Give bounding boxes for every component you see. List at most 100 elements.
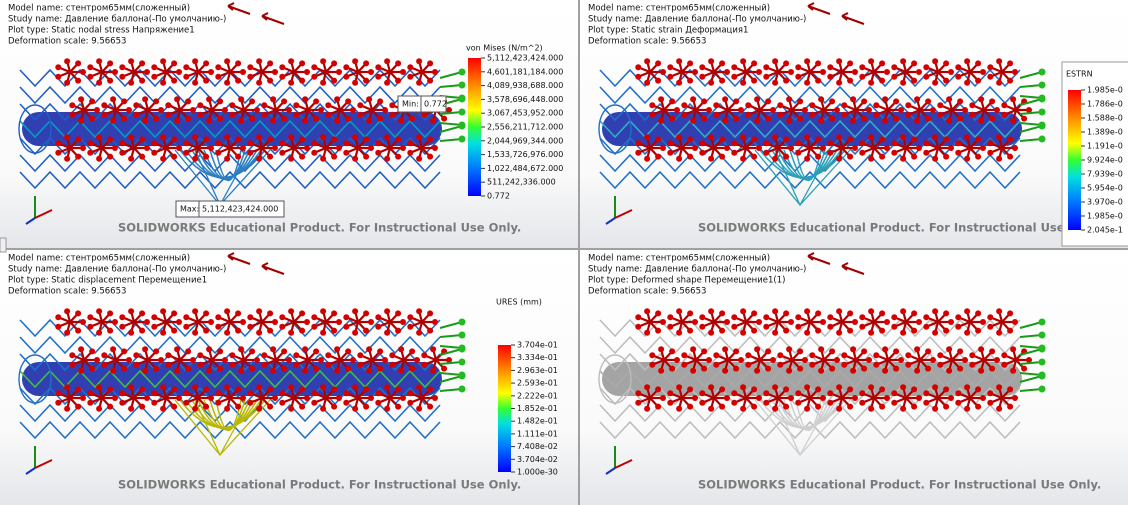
- load-arrow-head: [765, 348, 771, 354]
- legend-label: 2,556,211,712.000: [487, 123, 563, 132]
- load-arrow-head: [375, 140, 381, 146]
- load-arrow-head: [882, 96, 888, 102]
- load-arrow-head: [667, 324, 673, 330]
- load-arrow-head: [859, 74, 865, 80]
- load-arrow-head: [763, 140, 769, 146]
- load-arrow-head: [763, 150, 769, 156]
- load-arrow-head: [304, 145, 310, 151]
- load-arrow-head: [962, 107, 968, 113]
- load-arrow-head: [669, 116, 675, 122]
- load-arrow-head: [859, 390, 865, 396]
- load-arrow-head: [192, 80, 198, 86]
- load-arrow-head: [331, 404, 337, 410]
- load-arrow-head: [261, 352, 267, 358]
- load-arrow-head: [898, 357, 904, 363]
- load-arrow-head: [363, 310, 369, 316]
- probe-label: Min:: [402, 100, 419, 109]
- load-arrow-head: [713, 112, 719, 118]
- load-arrow-head: [87, 74, 93, 80]
- load-arrow-head: [128, 384, 134, 390]
- load-arrow-head: [384, 384, 390, 390]
- load-arrow-head: [171, 78, 177, 84]
- load-arrow-head: [850, 346, 856, 352]
- load-arrow-head: [847, 60, 853, 66]
- load-arrow-head: [815, 404, 821, 410]
- load-arrow-head: [256, 406, 262, 412]
- load-arrow-head: [217, 116, 223, 122]
- load-arrow-head: [249, 366, 255, 372]
- load-arrow-head: [884, 145, 890, 151]
- load-arrow-head: [398, 118, 404, 124]
- load-arrow-head: [281, 348, 287, 354]
- load-arrow-head: [708, 406, 714, 412]
- load-arrow-head: [299, 60, 305, 66]
- legend-label: 4,601,181,184.000: [487, 67, 563, 76]
- load-arrow-head: [690, 368, 696, 374]
- load-arrow-head: [955, 64, 961, 70]
- load-arrow-head: [955, 400, 961, 406]
- load-arrow-head: [751, 386, 757, 392]
- load-arrow-head: [699, 400, 705, 406]
- load-arrow-head: [820, 319, 826, 325]
- load-arrow-head: [256, 308, 262, 314]
- load-arrow-head: [206, 368, 212, 374]
- load-arrow-head: [955, 324, 961, 330]
- load-arrow-head: [151, 314, 157, 320]
- load-arrow-head: [158, 107, 164, 113]
- load-arrow-head: [943, 310, 949, 316]
- load-arrow-head: [745, 112, 751, 118]
- load-arrow-head: [859, 140, 865, 146]
- load-arrow-head: [206, 118, 212, 124]
- load-arrow-head: [139, 136, 145, 142]
- load-arrow-head: [174, 118, 180, 124]
- load-arrow-head: [783, 386, 789, 392]
- load-arrow-head: [320, 384, 326, 390]
- load-arrow-head: [158, 357, 164, 363]
- load-arrow-head: [706, 357, 712, 363]
- load-arrow-head: [923, 400, 929, 406]
- load-arrow-head: [363, 154, 369, 160]
- load-arrow-head: [884, 395, 890, 401]
- load-arrow-head: [288, 58, 294, 64]
- load-arrow-head: [818, 118, 824, 124]
- load-arrow-head: [286, 357, 292, 363]
- load-arrow-head: [119, 390, 125, 396]
- load-arrow-head: [868, 330, 874, 336]
- load-arrow-head: [331, 78, 337, 84]
- load-arrow-head: [110, 96, 116, 102]
- load-arrow-head: [229, 362, 235, 368]
- load-arrow-head: [64, 156, 70, 162]
- load-arrow-head: [964, 384, 970, 390]
- load-arrow-head: [1007, 136, 1013, 142]
- load-arrow-head: [932, 406, 938, 412]
- load-arrow-head: [925, 98, 931, 104]
- load-arrow-head: [165, 112, 171, 118]
- load-arrow-head: [783, 310, 789, 316]
- load-arrow-head: [96, 134, 102, 140]
- load-arrow-head: [932, 384, 938, 390]
- load-arrow-head: [978, 368, 984, 374]
- load-arrow-head: [740, 406, 746, 412]
- load-arrow-head: [655, 328, 661, 334]
- load-arrow-head: [75, 310, 81, 316]
- load-arrow-head: [343, 74, 349, 80]
- load-arrow-head: [783, 78, 789, 84]
- info-line: Deformation scale: 9.56653: [588, 287, 706, 297]
- watermark: SOLIDWORKS Educational Product. For Inst…: [698, 221, 1101, 235]
- load-arrow-head: [128, 156, 134, 162]
- load-arrow-head: [272, 145, 278, 151]
- load-arrow-head: [190, 357, 196, 363]
- load-arrow-head: [249, 348, 255, 354]
- load-arrow-head: [911, 136, 917, 142]
- load-arrow-head: [804, 58, 810, 64]
- legend-label: 4,089,938,688.000: [487, 81, 563, 90]
- load-arrow-head: [311, 390, 317, 396]
- load-arrow-head: [795, 150, 801, 156]
- load-arrow-head: [279, 390, 285, 396]
- load-arrow-head: [635, 400, 641, 406]
- load-arrow-head: [343, 400, 349, 406]
- viewport: Model name: стентром65мм(сложенный)Study…: [580, 0, 1128, 248]
- load-arrow-head: [144, 69, 150, 75]
- load-arrow-head: [975, 310, 981, 316]
- load-arrow-head: [667, 390, 673, 396]
